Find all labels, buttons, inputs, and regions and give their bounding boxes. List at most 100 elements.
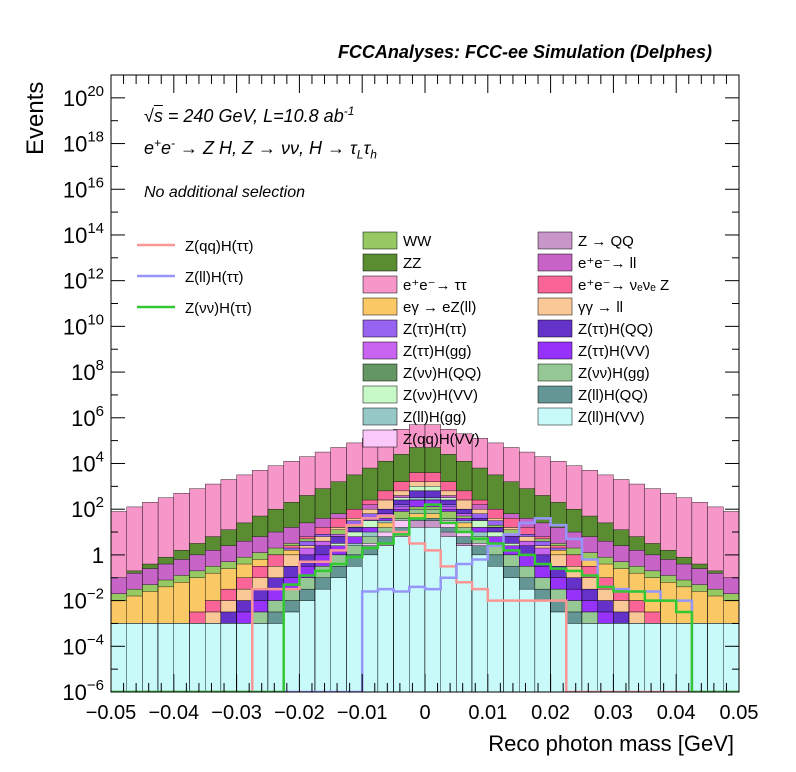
x-tick-label: 0.04 — [657, 702, 696, 724]
legend-swatch — [362, 341, 398, 360]
process-text: → Z H, Z → νν, H → τ — [175, 138, 357, 158]
energy-text: = 240 GeV, L=10.8 ab — [162, 106, 344, 126]
y-tick-label: 1014 — [63, 220, 104, 248]
y-tick-label: 104 — [71, 448, 104, 476]
y-tick-label: 106 — [71, 403, 104, 431]
legend-swatch — [362, 385, 398, 404]
stack-bar — [456, 545, 473, 692]
stack-bar — [157, 623, 175, 692]
signal-line — [111, 514, 739, 692]
stack-bar — [550, 611, 567, 692]
stack-bar — [409, 527, 426, 692]
process-e2-sup: - — [171, 136, 176, 150]
legend-swatch — [537, 231, 573, 250]
sqrt-s: s — [153, 106, 163, 126]
legend-label: Z(ττ)H(ττ) — [403, 321, 467, 338]
legend-label: γγ → ll — [578, 299, 623, 316]
selection-annotation: No additional selection — [144, 184, 305, 201]
stack-bar — [707, 623, 724, 692]
legend-swatch — [362, 275, 398, 294]
legend-swatch — [537, 407, 573, 426]
stack-bar — [142, 623, 159, 692]
legend-label: WW — [403, 233, 432, 250]
x-tick-label: 0 — [419, 702, 430, 724]
stack-bar — [676, 623, 693, 692]
chart-title: FCCAnalyses: FCC-ee Simulation (Delphes) — [337, 42, 712, 62]
legend-label: e⁺e⁻→ νₑνₑ Z — [578, 277, 669, 294]
stack-bar — [299, 600, 316, 692]
stack-bar — [628, 623, 645, 692]
y-tick-label: 108 — [71, 357, 104, 385]
legend-label: Z(ττ)H(gg) — [403, 343, 472, 360]
signal-lines — [111, 503, 739, 692]
legend-label: Z(νν)H(gg) — [578, 365, 650, 382]
stack-bar — [267, 623, 284, 692]
stack-bar — [236, 623, 253, 692]
legend-label: Z(qq)H(ττ) — [185, 238, 254, 255]
legend-swatch — [362, 319, 398, 338]
stack-bar — [644, 623, 661, 692]
y-tick-label: 10−4 — [62, 631, 104, 659]
x-tick-label: −0.04 — [148, 702, 199, 724]
x-tick-label: −0.05 — [86, 702, 137, 724]
stack-bar — [566, 623, 583, 692]
stack-bar — [503, 577, 520, 692]
stack-bar — [581, 623, 598, 692]
legend-swatch — [537, 275, 573, 294]
stack-bar — [440, 536, 457, 692]
process-sub-l: L — [356, 147, 364, 162]
legend-label: eγ → eZ(ll) — [403, 299, 476, 316]
legend-label: e⁺e⁻→ ll — [578, 255, 636, 272]
y-tick-label: 102 — [71, 494, 104, 522]
stack-bar — [660, 623, 677, 692]
energy-annotation: √s = 240 GeV, L=10.8 ab-1 — [144, 104, 355, 126]
legend-label: e⁺e⁻→ ττ — [403, 277, 467, 294]
y-tick-label: 10−6 — [62, 677, 104, 705]
legend-swatch — [537, 341, 573, 360]
legend-label: Z(qq)H(VV) — [403, 431, 480, 448]
x-tick-label: 0.05 — [720, 702, 759, 724]
x-tick-label: 0.01 — [468, 702, 507, 724]
stack-bar — [424, 527, 441, 692]
axis-ticks: −0.05 −0.04 −0.03 −0.02 −0.01 0 0.01 0.02 0.03 0.… — [62, 74, 759, 724]
legend-label: ZZ — [403, 255, 421, 272]
legend-swatch — [537, 297, 573, 316]
stack-bar — [597, 623, 614, 692]
stack-bar — [204, 623, 222, 692]
x-tick-label: 0.03 — [594, 702, 633, 724]
stack-bar — [111, 623, 127, 692]
legend-label: Z(ll)H(ττ) — [185, 269, 244, 286]
legend-label: Z(ττ)H(VV) — [578, 343, 650, 360]
y-tick-label: 1016 — [63, 174, 104, 202]
stack-bar — [252, 623, 269, 692]
stack-bar — [487, 566, 504, 692]
stack-bar — [330, 577, 347, 692]
stack-bar — [534, 600, 551, 692]
stack-bar — [189, 623, 206, 692]
stack-bars — [111, 424, 739, 692]
legend-swatch — [362, 429, 398, 448]
stack-bar — [314, 588, 332, 692]
y-tick-label: 1020 — [63, 83, 104, 111]
x-tick-label: −0.03 — [211, 702, 262, 724]
legend-swatch — [537, 253, 573, 272]
y-tick-label: 1010 — [63, 311, 104, 339]
stack-bar — [613, 623, 630, 692]
legend-label: Z(νν)H(ττ) — [185, 300, 252, 317]
x-tick-label: −0.02 — [274, 702, 325, 724]
legend-swatch — [362, 297, 398, 316]
x-tick-label: 0.02 — [531, 702, 570, 724]
legend-swatch — [537, 363, 573, 382]
legend-label: Z(ll)H(gg) — [403, 409, 466, 426]
y-tick-label: 1012 — [63, 266, 104, 294]
stack-bar — [471, 554, 489, 692]
process-annotation: e+e- → Z H, Z → νν, H → τLτh — [144, 136, 377, 162]
signal-line — [111, 517, 739, 692]
stack-bar — [377, 545, 394, 692]
stack-bar — [691, 623, 708, 692]
energy-sup: -1 — [343, 104, 355, 118]
stack-bar — [173, 623, 190, 692]
legend-swatch — [537, 385, 573, 404]
legend-label: Z(ll)H(VV) — [578, 409, 645, 426]
